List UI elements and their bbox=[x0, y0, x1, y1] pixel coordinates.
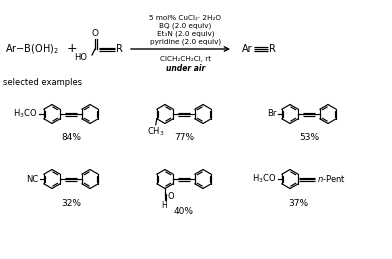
Text: H: H bbox=[161, 200, 167, 210]
Text: pyridine (2.0 equiv): pyridine (2.0 equiv) bbox=[150, 39, 221, 45]
Text: 32%: 32% bbox=[61, 198, 81, 207]
Text: 84%: 84% bbox=[61, 133, 81, 142]
Text: O: O bbox=[92, 28, 99, 38]
Text: NC: NC bbox=[27, 175, 39, 183]
Text: 53%: 53% bbox=[299, 133, 319, 142]
Text: selected examples: selected examples bbox=[3, 78, 82, 87]
Text: +: + bbox=[67, 42, 77, 55]
Text: R: R bbox=[269, 44, 276, 54]
Text: O: O bbox=[167, 192, 174, 201]
Text: $n$-Pent: $n$-Pent bbox=[317, 174, 346, 184]
Text: Br: Br bbox=[267, 110, 277, 119]
Text: HO: HO bbox=[74, 53, 87, 61]
Text: 77%: 77% bbox=[174, 133, 194, 142]
Text: Ar$-$B(OH)$_2$: Ar$-$B(OH)$_2$ bbox=[5, 42, 59, 56]
Text: R: R bbox=[116, 44, 123, 54]
Text: 5 mol% CuCl₂· 2H₂O: 5 mol% CuCl₂· 2H₂O bbox=[149, 15, 221, 21]
Text: 37%: 37% bbox=[288, 198, 308, 207]
Text: BQ (2.0 equiv): BQ (2.0 equiv) bbox=[160, 23, 212, 29]
Text: Ar: Ar bbox=[242, 44, 252, 54]
Text: H$_3$CO: H$_3$CO bbox=[13, 108, 38, 120]
Text: under air: under air bbox=[166, 64, 205, 73]
Text: Et₃N (2.0 equiv): Et₃N (2.0 equiv) bbox=[157, 31, 214, 37]
Text: H$_3$CO: H$_3$CO bbox=[252, 173, 277, 185]
Text: ClCH₂CH₂Cl, rt: ClCH₂CH₂Cl, rt bbox=[160, 56, 211, 62]
Text: CH$_3$: CH$_3$ bbox=[147, 126, 165, 138]
Text: 40%: 40% bbox=[174, 206, 194, 215]
